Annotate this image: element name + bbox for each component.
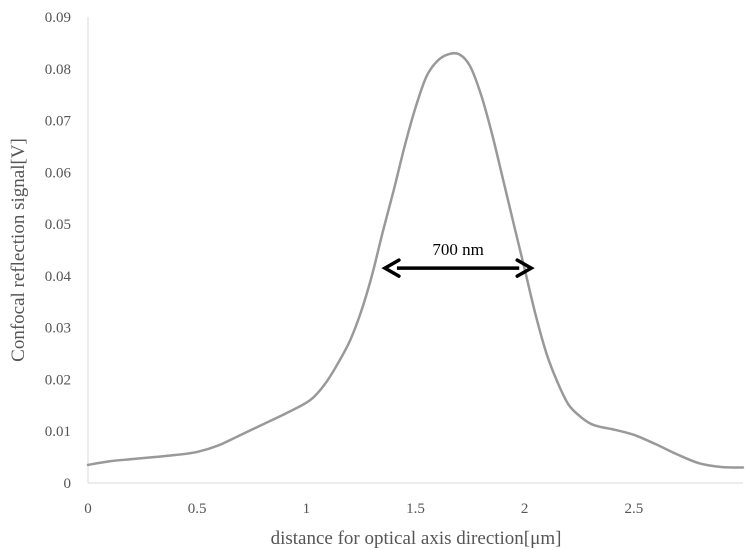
y-tick-label: 0 bbox=[64, 476, 72, 492]
y-tick-label: 0.03 bbox=[45, 321, 71, 337]
series-line bbox=[86, 51, 745, 469]
arrow-left-head bbox=[381, 258, 401, 278]
x-tick-label: 0 bbox=[84, 501, 92, 517]
y-tick-label: 0.05 bbox=[45, 217, 71, 233]
y-tick-label: 0.01 bbox=[45, 424, 71, 440]
x-axis-title: distance for optical axis direction[μm] bbox=[271, 528, 562, 549]
y-tick-label: 0.09 bbox=[45, 10, 71, 26]
width-annotation: 700 nm bbox=[381, 240, 535, 278]
x-tick-label: 1 bbox=[303, 501, 311, 517]
y-tick-label: 0.07 bbox=[45, 114, 72, 130]
x-tick-label: 0.5 bbox=[188, 501, 207, 517]
y-tick-labels: 0 0.01 0.02 0.03 0.04 0.05 0.06 0.07 0.08 0.09 bbox=[45, 10, 72, 492]
annotation-label: 700 nm bbox=[432, 240, 483, 259]
x-tick-label: 2.5 bbox=[624, 501, 643, 517]
x-tick-label: 2 bbox=[521, 501, 529, 517]
y-tick-label: 0.08 bbox=[45, 62, 71, 78]
y-axis-title: Confocal reflection signal[V] bbox=[8, 138, 29, 362]
y-tick-label: 0.04 bbox=[45, 269, 72, 285]
y-tick-label: 0.02 bbox=[45, 372, 71, 388]
x-tick-labels: 0 0.5 1 1.5 2 2.5 bbox=[84, 501, 643, 517]
y-tick-label: 0.06 bbox=[45, 165, 72, 181]
arrow-right-head bbox=[515, 258, 535, 278]
x-tick-label: 1.5 bbox=[406, 501, 425, 517]
